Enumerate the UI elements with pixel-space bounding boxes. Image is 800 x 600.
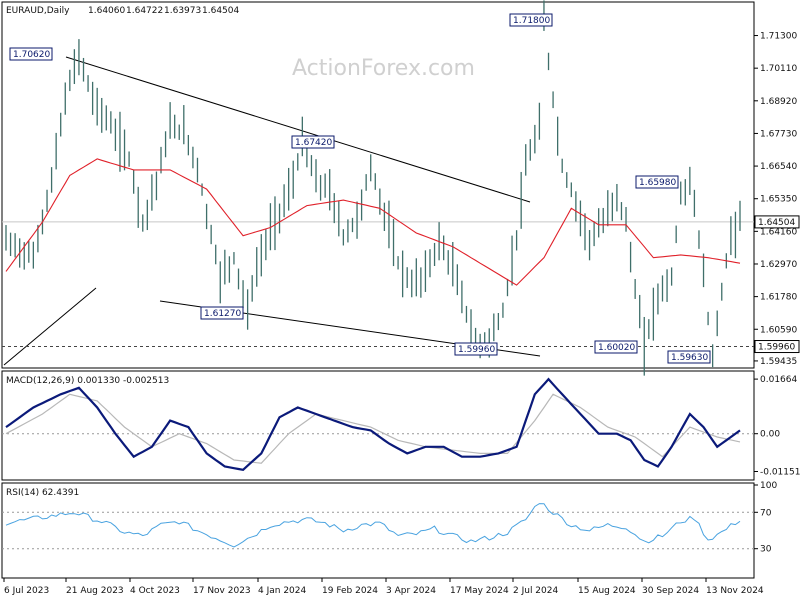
x-tick-label: 2 Jul 2024 bbox=[513, 586, 558, 596]
price-y-tick-label: 1.64160 bbox=[760, 227, 797, 237]
price-y-tick-label: 1.67730 bbox=[760, 129, 797, 139]
annotation-box bbox=[200, 306, 244, 320]
ohlc-close: 1.64504 bbox=[202, 6, 239, 16]
annotation-label: 1.59960 bbox=[458, 345, 495, 355]
x-axis-layer: 6 Jul 2023 21 Aug 2023 4 Oct 2023 17 Nov 20… bbox=[3, 578, 764, 596]
annotation-box bbox=[635, 175, 679, 189]
x-tick-label: 17 May 2024 bbox=[450, 586, 509, 596]
ohlc-open: 1.64060 bbox=[88, 6, 125, 16]
macd-layer: 0.01664 0.00 -0.011515 bbox=[2, 375, 800, 477]
annotation-label: 1.65980 bbox=[639, 178, 676, 188]
ma-layer bbox=[5, 158, 741, 286]
watermark: ActionForex.com bbox=[292, 56, 475, 81]
rsi-y-tick-label: 70 bbox=[760, 508, 772, 518]
price-y-tick-label: 1.59435 bbox=[760, 357, 797, 367]
price-y-tick-label: 1.70110 bbox=[760, 64, 797, 74]
annotation-label: 1.61270 bbox=[204, 309, 241, 319]
rsi-y-tick-label: 100 bbox=[760, 481, 777, 491]
x-tick-label: 19 Feb 2024 bbox=[322, 586, 378, 596]
annotation-box bbox=[667, 350, 711, 364]
price-y-tick-label: 1.61780 bbox=[760, 293, 797, 303]
moving-average-line bbox=[5, 158, 741, 286]
rsi-panel bbox=[1, 482, 755, 579]
ohlc-low: 1.63973 bbox=[164, 6, 201, 16]
rsi-layer: 100 70 30 bbox=[2, 481, 777, 555]
price-layer bbox=[5, 0, 741, 376]
level-tag bbox=[754, 340, 800, 354]
current-price-tag bbox=[754, 215, 800, 229]
symbol-label: EURAUD,Daily bbox=[6, 6, 70, 16]
price-y-tick-label: 1.60590 bbox=[760, 325, 797, 335]
rising-trendline bbox=[3, 287, 97, 366]
x-tick-label: 4 Oct 2023 bbox=[130, 586, 180, 596]
rsi-line bbox=[5, 503, 741, 548]
annotation-label: 1.70620 bbox=[13, 50, 50, 60]
macd-line bbox=[5, 377, 741, 471]
axis-layer: 1.71300 1.70110 1.68920 1.67730 1.66540 1.653… bbox=[754, 32, 800, 367]
current-price-label: 1.64504 bbox=[758, 218, 795, 228]
x-tick-label: 21 Aug 2023 bbox=[66, 586, 124, 596]
macd-y-tick-label: -0.011515 bbox=[760, 467, 800, 477]
annotation-box bbox=[454, 342, 498, 356]
annotation-label: 1.71800 bbox=[513, 16, 550, 26]
rsi-label: RSI(14) 62.4391 bbox=[6, 488, 79, 498]
annotation-label: 1.67420 bbox=[295, 138, 332, 148]
annotation-layer: 1.70620 1.67420 1.61270 1.59960 1.71800 1.659… bbox=[9, 13, 711, 364]
annotation-label: 1.60020 bbox=[598, 343, 635, 353]
annotation-box bbox=[291, 135, 335, 149]
x-tick-label: 3 Apr 2024 bbox=[386, 586, 436, 596]
x-tick-label: 4 Jan 2024 bbox=[258, 586, 306, 596]
annotation-box bbox=[509, 13, 553, 27]
ohlc-high: 1.64722 bbox=[126, 6, 163, 16]
x-tick-label: 17 Nov 2023 bbox=[193, 586, 251, 596]
x-tick-label: 15 Aug 2024 bbox=[578, 586, 636, 596]
price-panel bbox=[1, 1, 755, 369]
price-y-tick-label: 1.68920 bbox=[760, 97, 797, 107]
x-tick-label: 13 Nov 2024 bbox=[706, 586, 764, 596]
macd-signal-line bbox=[5, 393, 741, 464]
macd-panel bbox=[1, 370, 755, 481]
macd-label: MACD(12,26,9) 0.001330 -0.002513 bbox=[6, 376, 169, 386]
upper-trendline bbox=[65, 56, 531, 203]
price-y-tick-label: 1.65350 bbox=[760, 195, 797, 205]
price-y-tick-label: 1.71300 bbox=[760, 32, 797, 42]
macd-y-tick-label: 0.00 bbox=[760, 430, 780, 440]
price-y-tick-label: 1.62970 bbox=[760, 260, 797, 270]
x-tick-label: 30 Sep 2024 bbox=[642, 586, 699, 596]
macd-y-tick-label: 0.01664 bbox=[760, 375, 797, 385]
price-y-tick-label: 1.66540 bbox=[760, 162, 797, 172]
annotation-label: 1.59630 bbox=[671, 353, 708, 363]
rsi-y-tick-label: 30 bbox=[760, 545, 772, 555]
annotation-box bbox=[9, 47, 53, 61]
level-label: 1.59960 bbox=[758, 343, 795, 353]
x-tick-label: 6 Jul 2023 bbox=[4, 586, 49, 596]
annotation-box bbox=[594, 340, 638, 354]
